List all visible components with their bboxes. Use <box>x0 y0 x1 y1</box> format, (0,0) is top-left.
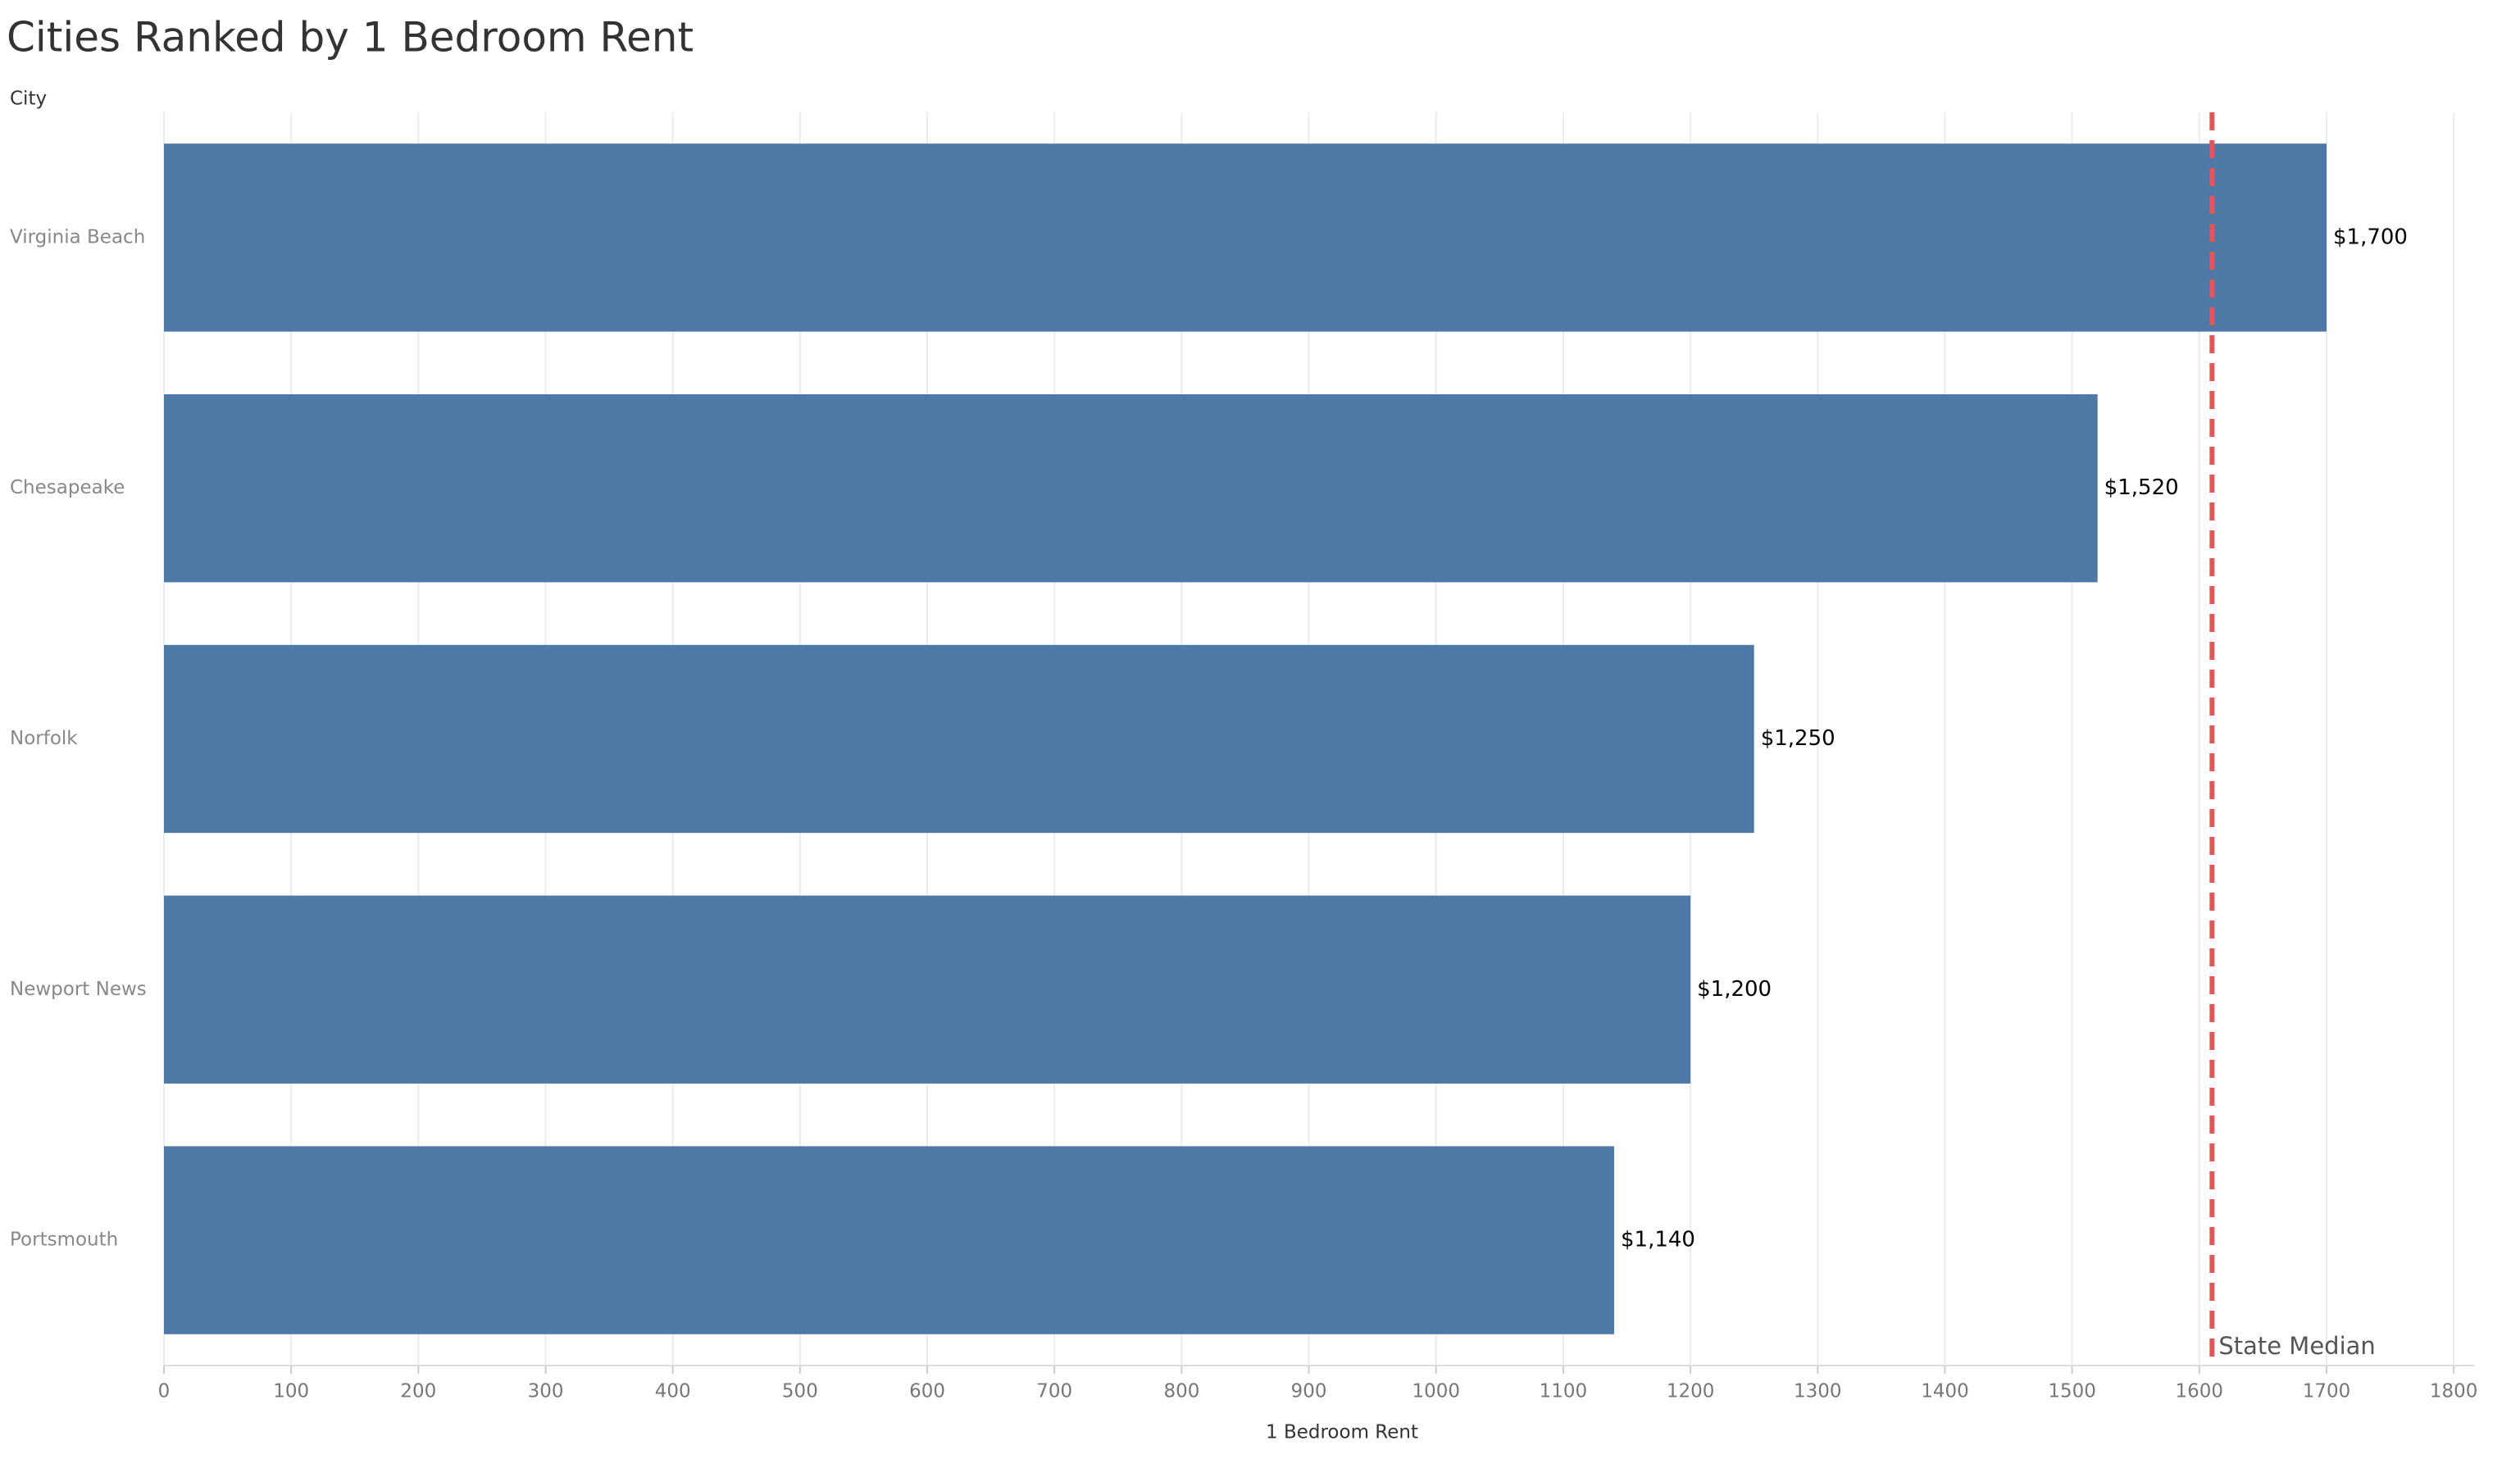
x-tick-label: 1400 <box>1921 1381 1969 1402</box>
x-tick-label: 1300 <box>1794 1381 1842 1402</box>
x-tick-label: 1700 <box>2303 1381 2351 1402</box>
data-label: $1,250 <box>1761 726 1835 751</box>
data-label: $1,520 <box>2104 475 2179 500</box>
y-tick-label: Chesapeake <box>10 477 125 498</box>
x-tick-label: 900 <box>1291 1381 1327 1402</box>
x-tick-label: 200 <box>400 1381 436 1402</box>
data-label: $1,200 <box>1697 977 1772 1002</box>
bar <box>164 1146 1615 1334</box>
bar <box>164 895 1691 1084</box>
y-axis-label: City <box>10 89 47 110</box>
bar <box>164 143 2327 332</box>
data-label: $1,140 <box>1621 1228 1695 1252</box>
x-tick-label: 1600 <box>2176 1381 2224 1402</box>
x-tick-label: 1200 <box>1667 1381 1715 1402</box>
bar <box>164 394 2098 583</box>
bar <box>164 644 1754 834</box>
x-tick-label: 1500 <box>2048 1381 2096 1402</box>
y-tick-label: Newport News <box>10 979 147 1000</box>
x-tick-label: 100 <box>273 1381 309 1402</box>
chart-title: Cities Ranked by 1 Bedroom Rent <box>7 14 694 61</box>
x-tick-label: 1800 <box>2430 1381 2478 1402</box>
x-tick-label: 700 <box>1036 1381 1072 1402</box>
x-tick-label: 1100 <box>1540 1381 1588 1402</box>
x-axis-label: 1 Bedroom Rent <box>1266 1422 1418 1443</box>
x-tick-label: 1000 <box>1412 1381 1460 1402</box>
data-label: $1,700 <box>2333 225 2408 249</box>
x-tick-label: 400 <box>655 1381 691 1402</box>
reference-label: State Median <box>2218 1332 2375 1360</box>
y-tick-label: Virginia Beach <box>10 226 145 248</box>
x-tick-label: 0 <box>158 1381 171 1402</box>
x-tick-label: 500 <box>782 1381 818 1402</box>
y-tick-label: Norfolk <box>10 728 78 749</box>
x-tick-label: 600 <box>909 1381 945 1402</box>
x-tick-label: 300 <box>528 1381 564 1402</box>
y-tick-label: Portsmouth <box>10 1229 118 1251</box>
x-tick-label: 800 <box>1163 1381 1199 1402</box>
